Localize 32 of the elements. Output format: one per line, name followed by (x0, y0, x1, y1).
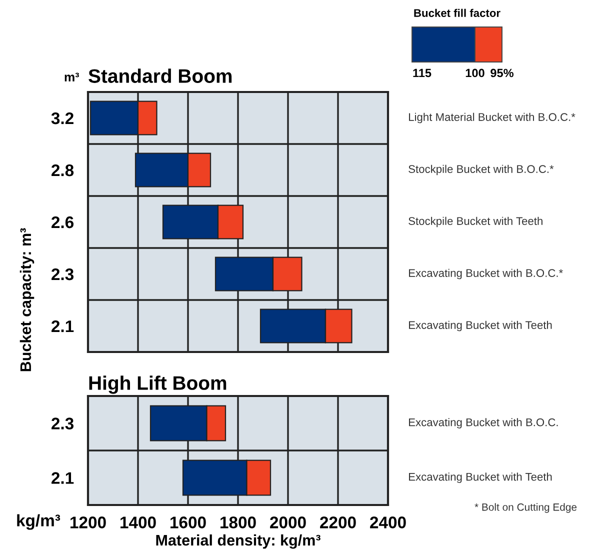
y-axis-title: Bucket capacity: m³ (20, 228, 34, 372)
x-tick-label: 1200 (70, 516, 106, 528)
text: 115 (413, 68, 432, 78)
y-tick-label: 2.3 (52, 418, 74, 430)
y-tick-label: 2.1 (52, 472, 74, 484)
x-tick-label: 2000 (270, 516, 306, 528)
y-tick-label: 2.6 (52, 216, 74, 228)
x-tick-label: 1400 (120, 516, 156, 528)
y-tick-label: 2.1 (52, 320, 74, 332)
x-tick-label: 2200 (320, 516, 356, 528)
x-tick-label: 1600 (170, 516, 206, 528)
text: 95% (490, 68, 514, 78)
text: Light Material Bucket with B.O.C.* (409, 112, 576, 124)
text: Excavating Bucket with B.O.C.* (409, 268, 563, 280)
text: Excavating Bucket with Teeth (409, 472, 552, 483)
text: m³ (64, 72, 80, 82)
text: Stockpile Bucket with Teeth (408, 216, 542, 228)
text: Excavating Bucket with B.O.C. (409, 418, 558, 428)
text: kg/m³ (17, 514, 60, 530)
text: Excavating Bucket with Teeth (409, 320, 552, 332)
x-axis-title: Material density: kg/m³ (156, 534, 320, 549)
y-tick-label: 2.3 (52, 268, 74, 280)
chart-title: Standard Boom (88, 68, 232, 83)
y-tick-label: 2.8 (52, 164, 74, 176)
legend-title: Bucket fill factor (414, 8, 500, 17)
chart-title: High Lift Boom (89, 376, 226, 394)
text: Stockpile Bucket with B.O.C.* (408, 164, 554, 176)
y-tick-label: 3.2 (51, 112, 74, 124)
text: * Bolt on Cutting Edge (474, 503, 577, 513)
x-tick-label: 2400 (370, 516, 406, 528)
text: 100 (466, 68, 484, 78)
x-tick-label: 1800 (220, 516, 256, 528)
